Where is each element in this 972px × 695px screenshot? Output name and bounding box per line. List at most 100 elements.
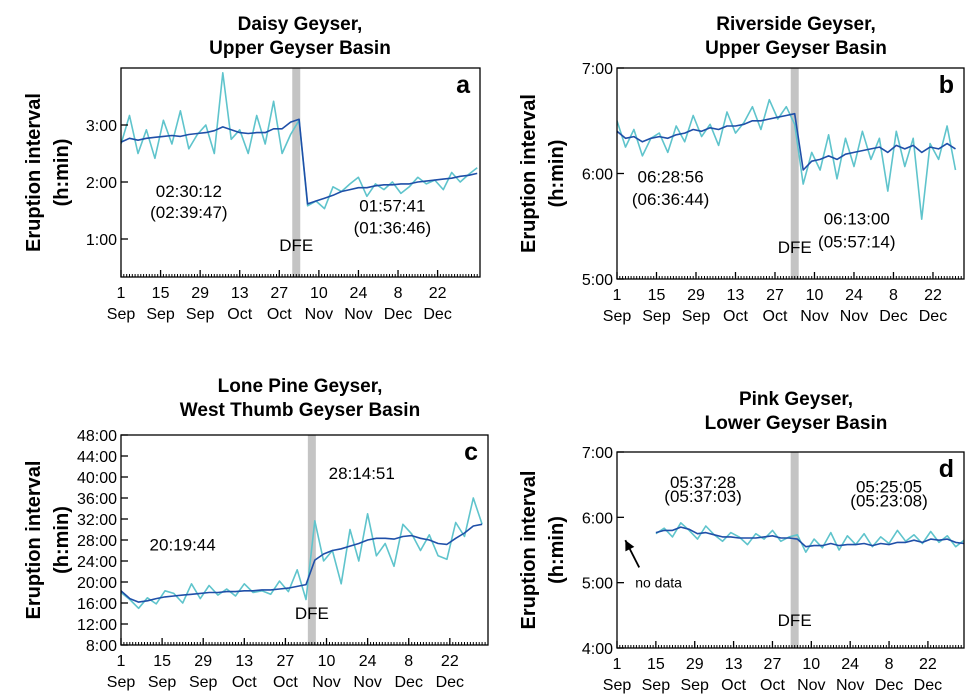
panel-b-xtick-day-7: 8 (889, 287, 898, 304)
panel-d-annotation-2: 05:25:05 (856, 477, 922, 496)
panel-c-ytick-label-7: 36:00 (77, 491, 117, 508)
panel-d-ylabel: Eruption interval (518, 471, 540, 630)
panel-d-xtick-day-5: 10 (802, 656, 820, 673)
panel-c-ytick-label-8: 40:00 (77, 470, 117, 487)
panel-a-xtick-month-4: Oct (267, 306, 292, 323)
panel-c-xtick-month-1: Sep (148, 674, 177, 691)
panel-a-annotation-3: (01:36:46) (354, 218, 432, 237)
panel-b-xtick-month-3: Oct (723, 308, 748, 325)
panel-d-xtick-month-5: Nov (797, 677, 825, 694)
panel-b-ylabel: Eruption interval (518, 94, 540, 253)
panel-c-xtick-day-5: 10 (318, 653, 336, 670)
panel-c-xtick-day-8: 22 (441, 653, 459, 670)
panel-c-xtick-day-7: 8 (404, 653, 413, 670)
panel-a-subtitle: Upper Geyser Basin (209, 38, 391, 59)
panel-d-no-data-label: no data (635, 574, 682, 590)
panel-d-frame (616, 451, 965, 649)
panel-c-xtick-month-6: Nov (353, 674, 381, 691)
panel-d-ytick-label-2: 6:00 (582, 510, 613, 527)
panel-d-series-mean (655, 526, 964, 548)
panel-a-xtick-month-0: Sep (107, 306, 136, 323)
panel-c-ylabel: Eruption interval (23, 461, 45, 620)
panel-a-frame (120, 67, 481, 278)
panel-a-ytick-label-1: 2:00 (86, 175, 117, 192)
panel-b-xtick-day-5: 10 (806, 287, 824, 304)
panel-d-xtick-month-8: Dec (914, 677, 942, 694)
panel-a-xtick-month-5: Nov (305, 306, 333, 323)
panel-d-ytick-label-0: 4:00 (582, 641, 613, 658)
panel-d-xtick-month-7: Dec (875, 677, 903, 694)
panel-a: Daisy Geyser, Upper Geyser Basin Eruption … (23, 14, 481, 323)
panel-b-dfe-band (790, 68, 799, 279)
panel-b-ytick-label-2: 7:00 (582, 61, 613, 78)
panel-d-xtick-month-6: Nov (836, 677, 864, 694)
panel-b-xtick-month-5: Nov (800, 308, 828, 325)
panel-c-xtick-month-2: Sep (189, 674, 218, 691)
panel-d-subtitle: Lower Geyser Basin (705, 413, 888, 434)
panel-d-ytick-label-3: 7:00 (582, 445, 613, 462)
panel-a-xtick-day-2: 29 (191, 285, 209, 302)
panel-a-dfe-band (292, 68, 301, 277)
panel-a-annotation-2: 01:57:41 (359, 196, 425, 215)
panel-c-series-raw (121, 497, 483, 610)
panel-c-ytick-label-9: 44:00 (77, 449, 117, 466)
panel-c-dfe-label: DFE (295, 604, 329, 623)
panel-b-xtick-month-0: Sep (603, 308, 632, 325)
panel-b-xtick-month-4: Oct (763, 308, 788, 325)
panel-c-title: Lone Pine Geyser, (218, 376, 383, 397)
panel-d-no-data-arrowhead (625, 540, 635, 552)
panel-c-letter: c (464, 438, 478, 466)
panel-b-ylabel-unit: (h:min) (546, 140, 568, 208)
panel-c-annotation-0: 20:19:44 (150, 536, 216, 555)
panel-c-ytick-label-10: 48:00 (77, 428, 117, 445)
panel-c-ytick-label-6: 32:00 (77, 512, 117, 529)
panel-b: Riverside Geyser, Upper Geyser Basin Erupt… (518, 14, 965, 325)
panel-b-title: Riverside Geyser, (716, 14, 876, 35)
panel-c: Lone Pine Geyser, West Thumb Geyser Basin… (23, 376, 489, 691)
panel-c-xtick-day-0: 1 (117, 653, 126, 670)
panel-d-xtick-month-3: Oct (721, 677, 746, 694)
panel-b-xtick-month-1: Sep (642, 308, 671, 325)
panel-b-annotation-3: (05:57:14) (818, 232, 896, 251)
panel-c-annotation-1: 28:14:51 (329, 464, 395, 483)
panel-d-annotation-1: (05:37:03) (664, 487, 742, 506)
panel-c-ytick-label-2: 16:00 (77, 596, 117, 613)
panel-a-xtick-day-0: 1 (117, 285, 126, 302)
panel-a-xtick-day-6: 24 (350, 285, 368, 302)
panel-c-subtitle: West Thumb Geyser Basin (180, 400, 420, 421)
panel-c-ytick-label-4: 24:00 (77, 554, 117, 571)
panel-b-xtick-day-1: 15 (648, 287, 666, 304)
panel-d: Pink Geyser, Lower Geyser Basin Eruption i… (518, 389, 965, 694)
panel-d-xtick-month-4: Oct (760, 677, 785, 694)
panel-a-letter: a (456, 71, 471, 99)
panel-c-series-mean (121, 523, 483, 603)
panel-c-xtick-month-4: Oct (273, 674, 298, 691)
panel-c-xtick-day-4: 27 (277, 653, 295, 670)
panel-d-xtick-day-2: 29 (686, 656, 704, 673)
panel-b-xtick-day-6: 24 (845, 287, 863, 304)
panel-a-xtick-day-5: 10 (310, 285, 328, 302)
panel-c-xtick-month-5: Nov (312, 674, 340, 691)
panel-d-letter: d (939, 455, 954, 483)
panel-a-xtick-day-1: 15 (152, 285, 170, 302)
panel-c-ytick-label-1: 12:00 (77, 617, 117, 634)
panel-b-xtick-month-7: Dec (879, 308, 907, 325)
panel-c-xtick-day-3: 13 (235, 653, 253, 670)
panel-d-dfe-band (790, 452, 799, 648)
panel-b-xtick-month-8: Dec (919, 308, 947, 325)
panel-a-annotation-0: 02:30:12 (156, 182, 222, 201)
panel-c-xtick-month-7: Dec (395, 674, 423, 691)
panel-b-letter: b (939, 71, 954, 99)
panel-a-xtick-day-8: 22 (429, 285, 447, 302)
panel-d-xtick-day-1: 15 (647, 656, 665, 673)
panel-b-xtick-day-3: 13 (727, 287, 745, 304)
panel-b-annotation-1: (06:36:44) (632, 190, 710, 209)
panel-b-xtick-day-0: 1 (613, 287, 622, 304)
panel-b-annotation-0: 06:28:56 (638, 167, 704, 186)
panel-c-xtick-month-0: Sep (107, 674, 136, 691)
panel-d-dfe-label: DFE (778, 611, 812, 630)
panel-a-xtick-month-7: Dec (384, 306, 412, 323)
panel-c-ytick-label-3: 20:00 (77, 575, 117, 592)
panel-a-xtick-month-8: Dec (423, 306, 451, 323)
